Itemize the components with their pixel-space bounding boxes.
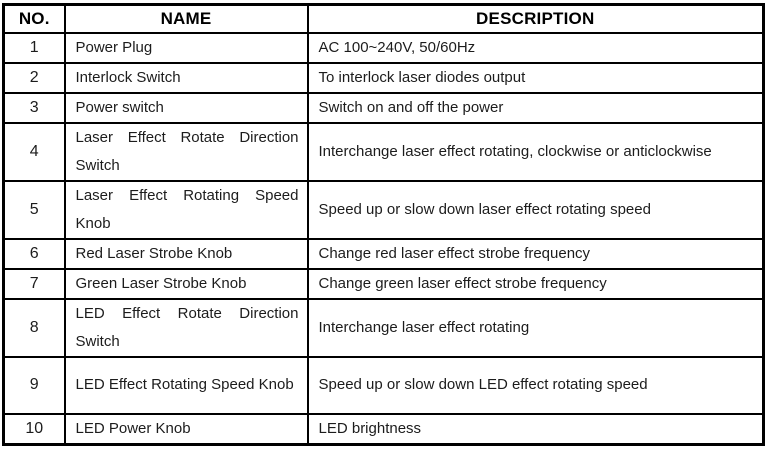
cell-description: Change green laser effect strobe frequen… (306, 267, 765, 300)
cell-no: 1 (2, 31, 66, 64)
header-row: NO. NAME DESCRIPTION (2, 3, 765, 34)
cell-no: 7 (2, 267, 66, 300)
table-row: 10 LED Power Knob LED brightness (2, 412, 765, 445)
cell-name: LED Effect Rotating Speed Knob (63, 355, 309, 415)
cell-name: Laser Effect Rotate Direction Switch (63, 121, 309, 182)
cell-description: Switch on and off the power (306, 91, 765, 124)
cell-description: Interchange laser effect rotating (306, 297, 765, 358)
cell-description: Speed up or slow down LED effect rotatin… (306, 355, 765, 415)
cell-no: 10 (2, 412, 66, 445)
cell-description: Change red laser effect strobe frequency (306, 237, 765, 270)
cell-name: Green Laser Strobe Knob (63, 267, 309, 300)
cell-no: 4 (2, 121, 66, 182)
cell-name: Interlock Switch (63, 61, 309, 94)
cell-name: Red Laser Strobe Knob (63, 237, 309, 270)
cell-description: AC 100~240V, 50/60Hz (306, 31, 765, 64)
table-row: 3 Power switch Switch on and off the pow… (2, 91, 765, 124)
cell-description: LED brightness (306, 412, 765, 445)
table-row: 7 Green Laser Strobe Knob Change green l… (2, 267, 765, 300)
table-row: 6 Red Laser Strobe Knob Change red laser… (2, 237, 765, 270)
cell-description: Interchange laser effect rotating, clock… (306, 121, 765, 182)
table-row: 8 LED Effect Rotate Direction Switch Int… (2, 297, 765, 358)
cell-description: Speed up or slow down laser effect rotat… (306, 179, 765, 240)
cell-description: To interlock laser diodes output (306, 61, 765, 94)
table-body: 1 Power Plug AC 100~240V, 50/60Hz 2 Inte… (2, 31, 765, 445)
table-row: 2 Interlock Switch To interlock laser di… (2, 61, 765, 94)
column-header-name: NAME (63, 3, 309, 34)
column-header-description: DESCRIPTION (306, 3, 765, 34)
cell-no: 3 (2, 91, 66, 124)
cell-name: Power Plug (63, 31, 309, 64)
table-header: NO. NAME DESCRIPTION (2, 3, 765, 34)
cell-no: 2 (2, 61, 66, 94)
cell-no: 5 (2, 179, 66, 240)
cell-no: 9 (2, 355, 66, 415)
table-row: 1 Power Plug AC 100~240V, 50/60Hz (2, 31, 765, 64)
table-row: 4 Laser Effect Rotate Direction Switch I… (2, 121, 765, 182)
column-header-no: NO. (2, 3, 66, 34)
cell-no: 6 (2, 237, 66, 270)
cell-name: Power switch (63, 91, 309, 124)
table-row: 5 Laser Effect Rotating Speed Knob Speed… (2, 179, 765, 240)
table-row: 9 LED Effect Rotating Speed Knob Speed u… (2, 355, 765, 415)
spec-table: NO. NAME DESCRIPTION 1 Power Plug AC 100… (2, 3, 765, 446)
cell-name: Laser Effect Rotating Speed Knob (63, 179, 309, 240)
cell-name: LED Power Knob (63, 412, 309, 445)
cell-no: 8 (2, 297, 66, 358)
cell-name: LED Effect Rotate Direction Switch (63, 297, 309, 358)
